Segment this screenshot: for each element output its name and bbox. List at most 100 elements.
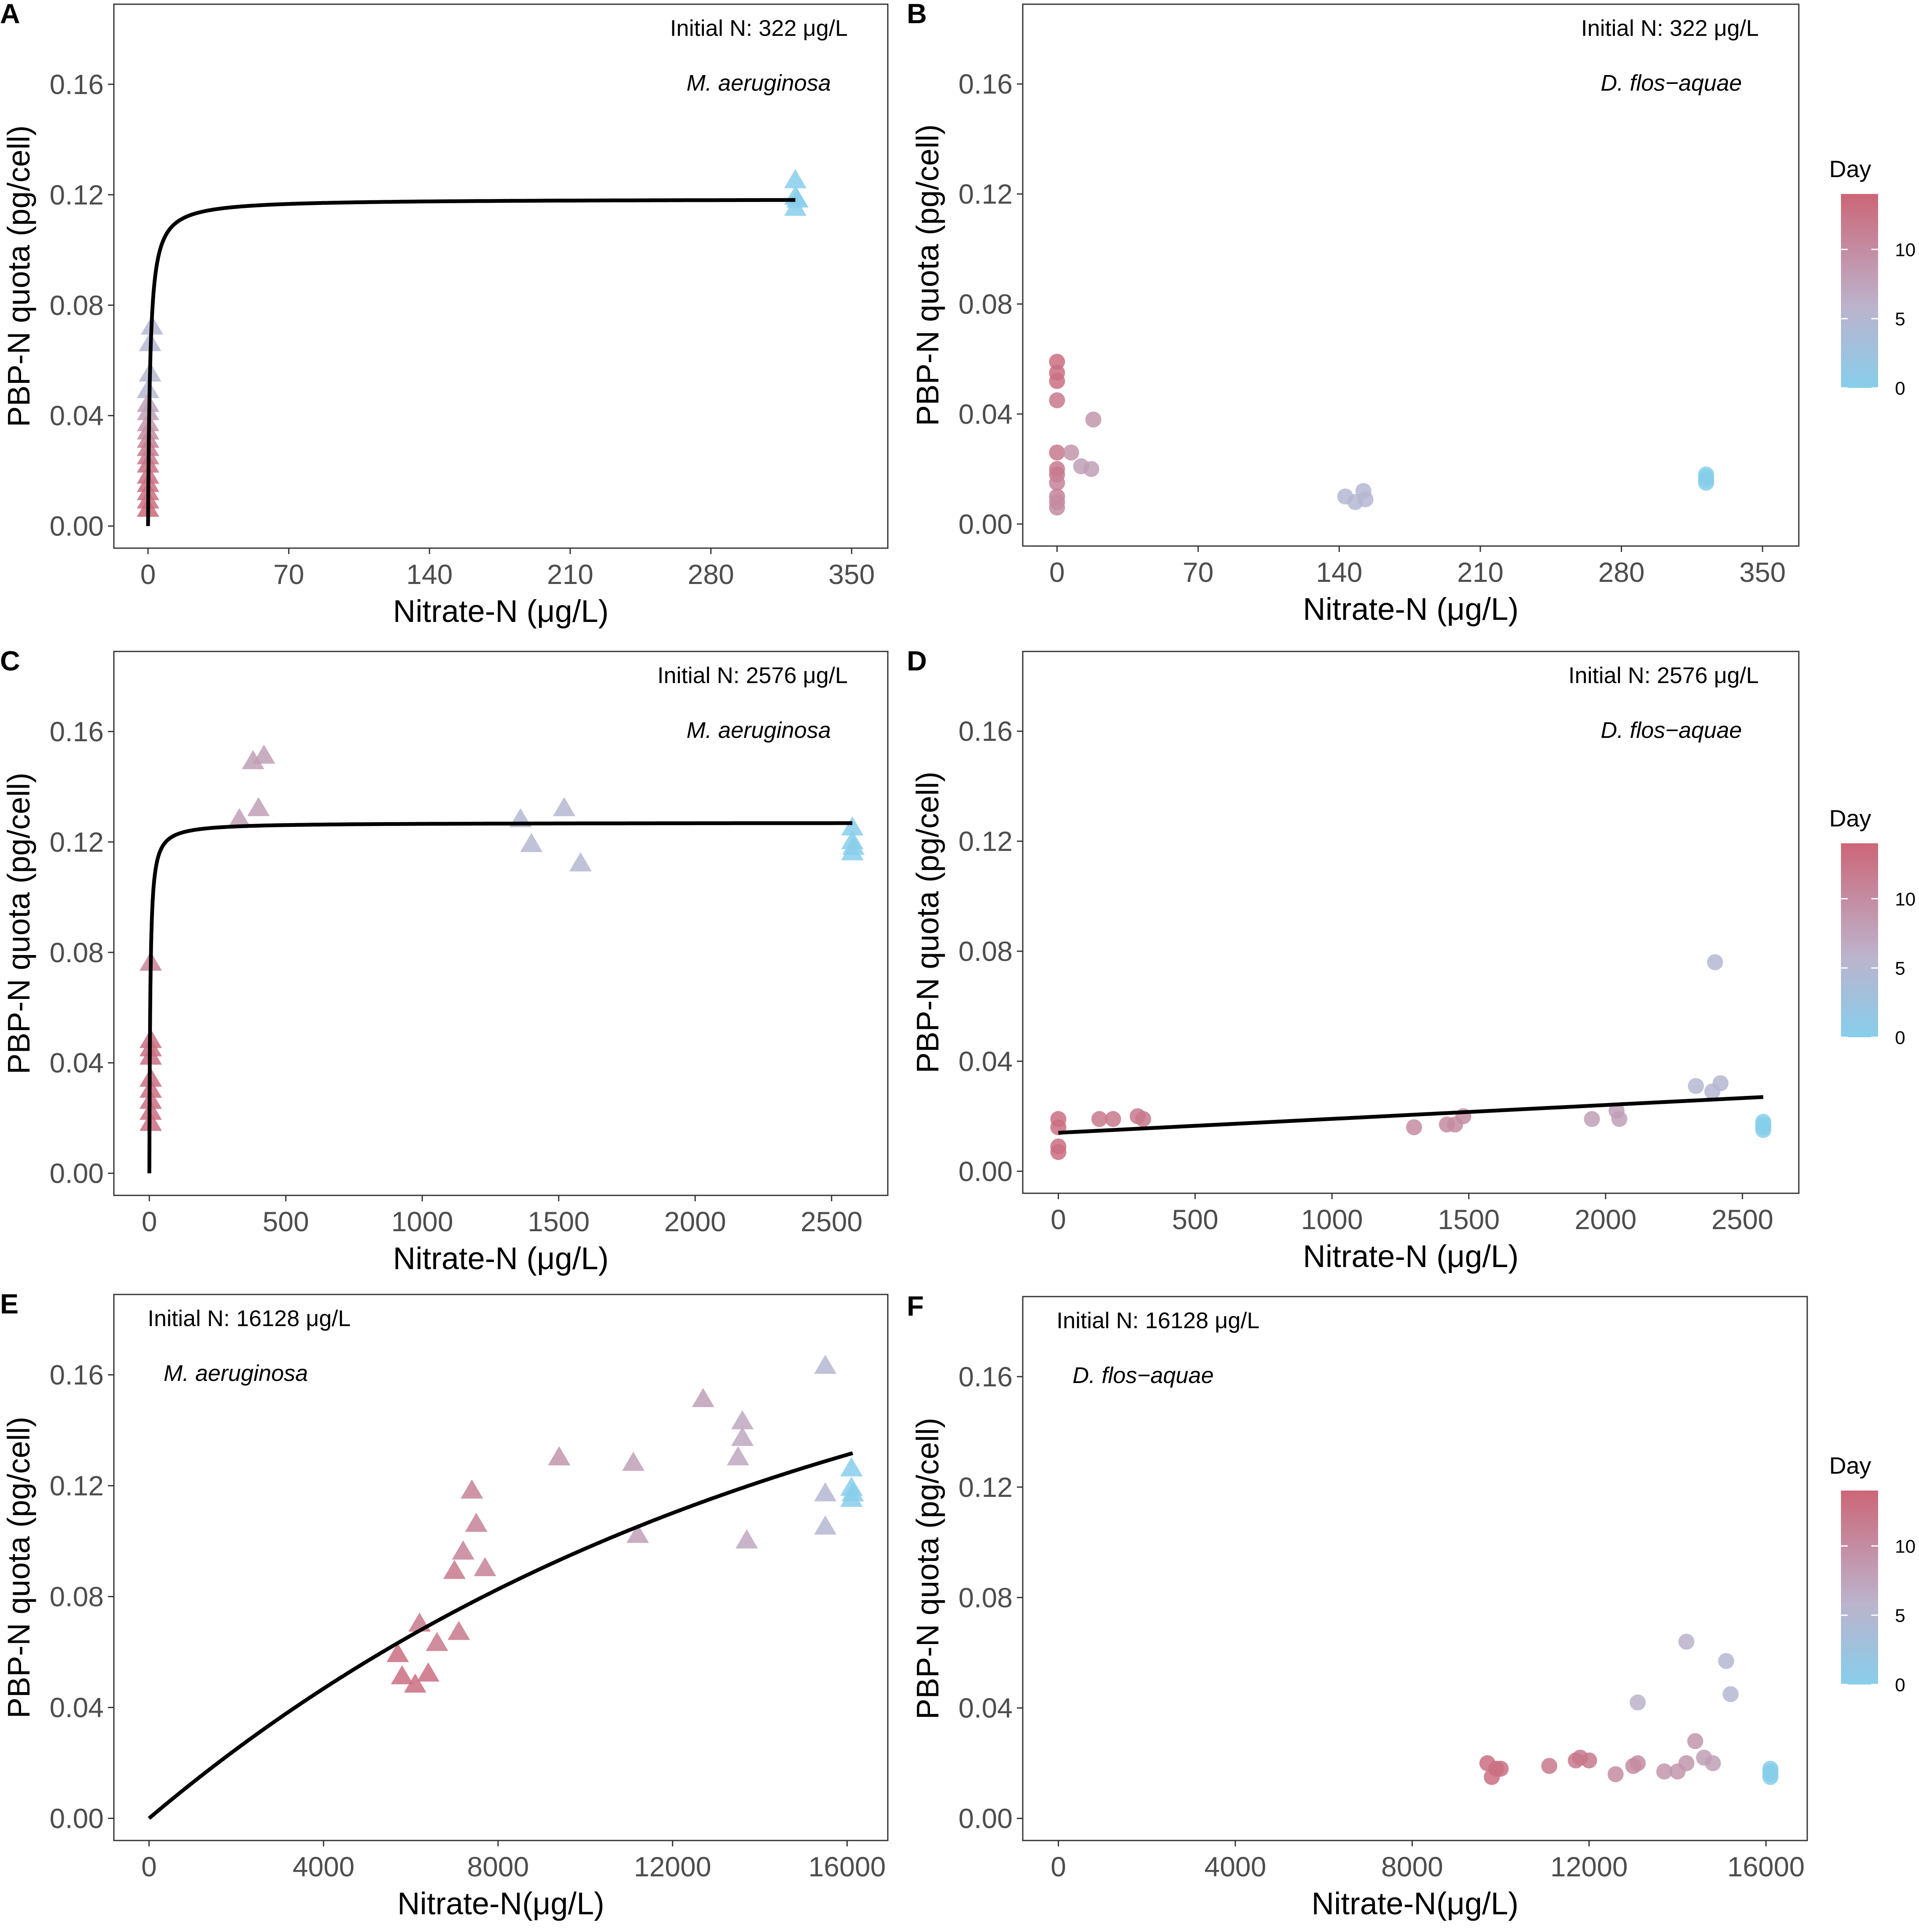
fit-line [146,198,795,528]
y-tick-label: 0.00 [959,509,1013,540]
data-point [1687,1733,1703,1749]
data-point [1049,353,1065,370]
data-point [786,188,809,208]
panel-letter: E [0,1288,19,1319]
x-tick-label: 350 [1739,557,1786,588]
y-tick-label: 0.08 [959,936,1013,967]
x-tick-label: 70 [1183,557,1213,588]
species-label: D. flos−aquae [1601,70,1742,96]
data-point [1063,444,1079,461]
x-tick-label: 16000 [1727,1851,1805,1882]
x-tick-label: 0 [142,1206,157,1237]
data-point [626,1523,649,1543]
y-tick-label: 0.16 [959,716,1013,747]
species-label: D. flos−aquae [1601,718,1742,743]
x-tick-label: 500 [1172,1204,1218,1235]
y-tick-label: 0.04 [50,1047,104,1079]
data-point [1135,1111,1151,1127]
x-tick-label: 1000 [1301,1204,1363,1235]
legend-title: Day [1829,156,1871,182]
colorbar [1841,843,1878,1037]
colorbar-tick-label: 5 [1895,309,1905,330]
data-point [461,1479,483,1499]
x-axis-title: Nitrate-N(μg/L) [1312,1886,1519,1921]
colorbar [1841,1491,1878,1684]
y-axis-title: PBP-N quota (pg/cell) [910,1418,945,1719]
panel-b: B 0.00 0.04 0.08 0.12 0.16 0 70 140 210 280 350 Nitr… [907,0,1800,627]
legend-f: Day 10 5 0 [1829,1452,1916,1695]
species-label: M. aeruginosa [164,1361,308,1386]
data-point [452,1540,474,1560]
y-tick-label: 0.12 [50,1470,104,1501]
x-axis-title: Nitrate-N(μg/L) [397,1886,604,1921]
colorbar-tick-label: 0 [1895,1675,1905,1695]
plot-frame [113,651,889,1196]
plot-frame [1022,3,1800,547]
panel-f: F 0.00 0.04 0.08 0.12 0.16 0 4000 8000 12000 16000… [907,1290,1808,1921]
x-tick-label: 140 [1316,557,1362,588]
data-point [1718,1653,1734,1669]
data-point [1049,474,1065,491]
data-point [1581,1752,1597,1769]
data-point [426,1632,448,1651]
data-point [1357,491,1374,508]
x-tick-label: 500 [263,1206,309,1237]
initial-n-label: Initial N: 2576 μg/L [658,663,848,688]
data-point [1712,1075,1729,1092]
x-tick-label: 1000 [391,1206,453,1237]
y-tick-label: 0.16 [959,68,1013,100]
x-tick-label: 0 [1051,1851,1066,1882]
y-tick-label: 0.12 [50,826,104,858]
data-point [1722,1686,1739,1702]
y-axis-title: PBP-N quota (pg/cell) [910,772,945,1074]
data-point [1406,1119,1422,1136]
y-axis-title: PBP-N quota (pg/cell) [1,772,36,1074]
initial-n-label: Initial N: 16128 μg/L [148,1306,350,1331]
y-tick-label: 0.08 [959,288,1013,320]
data-point [1091,1111,1108,1127]
x-axis-title: Nitrate-N (μg/L) [1303,592,1518,627]
x-tick-label: 8000 [1381,1851,1443,1882]
x-tick-label: 280 [1598,557,1644,588]
data-point [417,1662,440,1682]
x-tick-label: 4000 [1205,1851,1267,1882]
x-tick-label: 16000 [809,1851,886,1882]
panel-letter: A [0,0,20,29]
panel-d: D 0.00 0.04 0.08 0.12 0.16 0 500 1000 1500 2000 250… [907,645,1800,1274]
data-point [731,1426,754,1446]
data-point [404,1673,426,1693]
species-label: D. flos−aquae [1073,1363,1214,1388]
fit-line [147,821,852,1175]
legend-b: Day 10 5 0 [1829,156,1916,399]
y-axis-title: PBP-N quota (pg/cell) [1,125,36,427]
data-point [784,169,807,188]
data-point [242,750,264,770]
data-point [841,1482,864,1501]
data-point [548,1446,571,1466]
x-tick-label: 210 [1457,557,1504,588]
panel-letter: D [907,645,927,676]
panel-a: A 0.00 0.04 0.08 0.12 0.16 0 70 140 210 280 350 Nitr… [0,0,889,629]
x-axis-title: Nitrate-N (μg/L) [393,1241,609,1276]
y-tick-label: 0.08 [50,937,104,968]
data-point [840,1457,863,1477]
y-tick-label: 0.00 [50,1158,104,1189]
initial-n-label: Initial N: 322 μg/L [670,16,848,41]
data-point [1541,1758,1558,1774]
data-point [1705,1755,1721,1771]
plot-frame [113,3,889,549]
data-point [228,808,251,827]
data-point [391,1665,413,1684]
data-point [841,816,864,836]
x-tick-label: 12000 [634,1851,712,1882]
y-tick-label: 0.00 [50,1803,104,1834]
data-point [1762,1763,1779,1780]
y-tick-label: 0.04 [959,1046,1013,1077]
data-point [692,1388,714,1407]
data-point [731,1410,754,1429]
data-point [253,744,275,764]
y-tick-label: 0.08 [959,1582,1013,1613]
data-point [727,1446,749,1466]
y-tick-label: 0.16 [959,1361,1013,1392]
